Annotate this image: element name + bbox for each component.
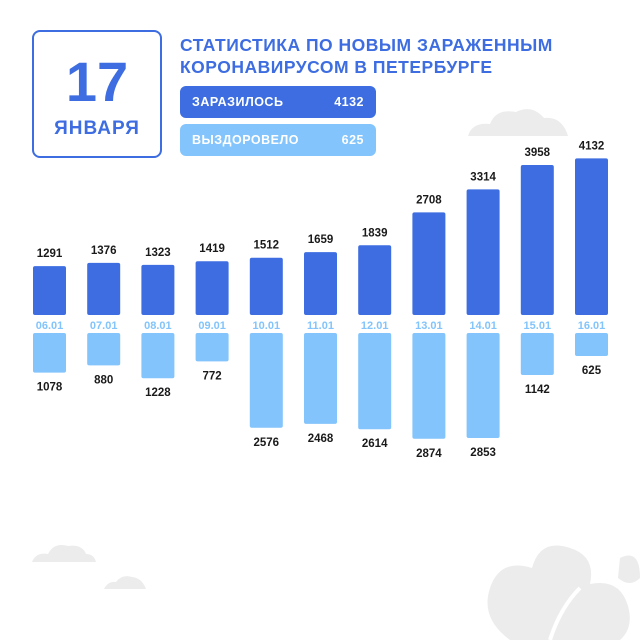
cloud-icon	[468, 109, 568, 136]
bar-infected	[412, 212, 446, 315]
date-month: ЯНВАРЯ	[54, 118, 140, 139]
bar-recovered	[358, 333, 392, 430]
data-label-infected: 1323	[145, 247, 171, 259]
title-line-2: КОРОНАВИРУСОМ В ПЕТЕРБУРГЕ	[180, 57, 493, 77]
data-label-infected: 1419	[199, 243, 225, 255]
x-tick-label: 14.01	[469, 320, 497, 332]
x-tick-label: 13.01	[415, 320, 443, 332]
title-line-1: СТАТИСТИКА ПО НОВЫМ ЗАРАЖЕННЫМ	[180, 35, 553, 55]
bar-recovered	[304, 333, 337, 424]
bar-recovered	[520, 333, 554, 376]
cloud-icon	[32, 545, 96, 562]
data-label-infected: 4132	[579, 140, 605, 152]
bar-infected	[87, 262, 121, 315]
bar-infected	[358, 245, 392, 315]
cloud-icon	[104, 576, 146, 589]
bar-recovered	[33, 333, 66, 373]
bar-infected	[249, 257, 283, 315]
data-label-infected: 3314	[470, 171, 496, 183]
data-label-infected: 1659	[308, 234, 334, 246]
x-tick-label: 10.01	[253, 320, 281, 332]
legend-infected-label: ЗАРАЗИЛОСЬ	[192, 95, 284, 109]
data-label-recovered: 2614	[362, 438, 388, 450]
data-label-infected: 3958	[525, 147, 551, 159]
bar-infected	[575, 158, 608, 315]
bar-infected	[304, 252, 337, 315]
legend-recovered-value: 625	[341, 133, 364, 147]
data-label-infected: 2708	[416, 194, 442, 206]
x-tick-label: 06.01	[36, 320, 64, 332]
legend-recovered: ВЫЗДОРОВЕЛО 625	[180, 124, 376, 156]
date-day: 17	[65, 50, 129, 113]
data-label-recovered: 1078	[37, 382, 63, 394]
bar-infected	[33, 266, 66, 315]
data-label-infected: 1376	[91, 245, 117, 257]
leaf-decoration-icon	[487, 545, 640, 640]
x-tick-label: 16.01	[578, 320, 606, 332]
data-label-recovered: 2468	[308, 433, 334, 445]
x-tick-label: 07.01	[90, 320, 118, 332]
date-badge: 17 ЯНВАРЯ	[32, 30, 162, 158]
data-label-recovered: 625	[582, 365, 602, 377]
data-label-recovered: 2874	[416, 448, 442, 460]
bar-recovered	[412, 333, 446, 439]
bar-recovered	[466, 333, 500, 438]
chart-title: СТАТИСТИКА ПО НОВЫМ ЗАРАЖЕННЫМ КОРОНАВИР…	[180, 34, 620, 78]
legend-infected: ЗАРАЗИЛОСЬ 4132	[180, 86, 376, 118]
data-label-infected: 1291	[37, 248, 63, 260]
bar-infected	[141, 264, 175, 315]
x-tick-label: 08.01	[144, 320, 172, 332]
data-label-recovered: 2576	[254, 437, 280, 449]
bar-infected	[520, 164, 554, 315]
bar-recovered	[195, 333, 229, 362]
x-tick-label: 11.01	[307, 320, 334, 332]
bar-recovered	[249, 333, 283, 428]
bar-infected	[466, 189, 500, 315]
bar-recovered	[575, 333, 608, 356]
data-label-recovered: 772	[203, 370, 222, 382]
bar-infected	[195, 261, 229, 315]
data-label-recovered: 1142	[525, 384, 550, 396]
x-tick-label: 09.01	[198, 320, 226, 332]
bar-recovered	[87, 333, 121, 366]
data-label-recovered: 1228	[145, 387, 171, 399]
bar-recovered	[141, 333, 175, 379]
data-label-recovered: 880	[94, 374, 113, 386]
legend-infected-value: 4132	[334, 95, 364, 109]
x-tick-label: 15.01	[524, 320, 552, 332]
data-label-recovered: 2853	[470, 447, 496, 459]
x-tick-label: 12.01	[361, 320, 389, 332]
data-label-infected: 1839	[362, 227, 388, 239]
legend-recovered-label: ВЫЗДОРОВЕЛО	[192, 133, 299, 147]
data-label-infected: 1512	[254, 240, 280, 252]
